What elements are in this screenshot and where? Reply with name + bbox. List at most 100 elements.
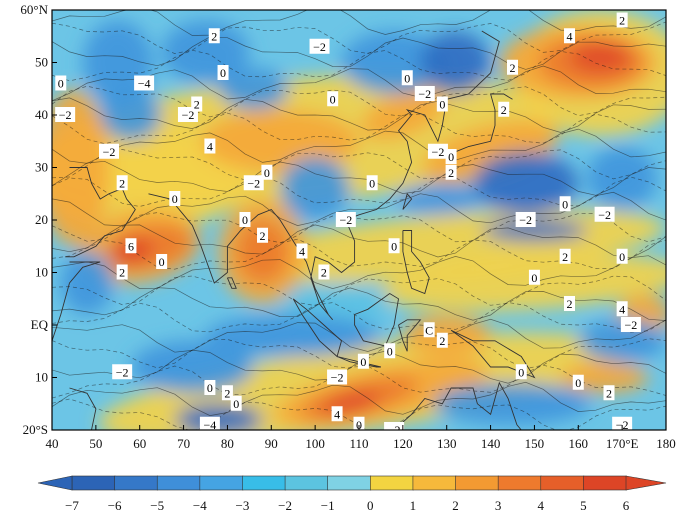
x-tick-label: 50 <box>89 436 102 451</box>
colorbar-swatch <box>412 475 457 491</box>
colorbar: −7 −6 −5 −4 −3 −2 −1 0 1 2 3 4 5 6 <box>37 475 667 513</box>
y-tick-label: 10 <box>35 370 48 385</box>
y-axis: 60°N 50 40 30 20 10 EQ 10 20°S <box>20 2 57 437</box>
contour-label: 0 <box>204 380 216 395</box>
svg-text:−2: −2 <box>331 371 344 385</box>
svg-text:6: 6 <box>128 239 134 253</box>
colorbar-label: −1 <box>321 498 335 513</box>
contour-label: 2 <box>445 164 457 180</box>
svg-text:0: 0 <box>404 71 410 85</box>
contour-label: 4 <box>564 28 576 44</box>
svg-text:−2: −2 <box>59 108 72 122</box>
coastline <box>354 292 399 347</box>
colorbar-swatch <box>370 475 414 491</box>
positive-contour <box>52 318 666 353</box>
x-tick-label: 110 <box>349 436 368 451</box>
svg-text:4: 4 <box>299 245 305 259</box>
colorbar-swatch <box>497 475 542 491</box>
colorbar-swatch <box>455 475 499 491</box>
svg-text:0: 0 <box>220 66 226 80</box>
contour-label: 4 <box>204 138 216 154</box>
anomaly-patch <box>280 157 351 220</box>
contour-label: 0 <box>388 238 400 254</box>
colorbar-label: −5 <box>150 498 164 513</box>
colorbar-label: 5 <box>580 498 587 513</box>
contour-label: 0 <box>616 248 628 264</box>
svg-text:−2: −2 <box>418 87 431 101</box>
colorbar-label: −2 <box>278 498 292 513</box>
svg-text:0: 0 <box>619 250 625 264</box>
contour-label: 0 <box>230 395 242 411</box>
colorbar-label: 4 <box>538 498 545 513</box>
colorbar-label: −7 <box>65 498 79 513</box>
contour-label: 2 <box>559 248 571 264</box>
contour-label: −2 <box>414 86 435 101</box>
x-tick-label: 100 <box>305 436 325 451</box>
svg-text:2: 2 <box>439 334 445 348</box>
contour-label: −2 <box>594 206 615 222</box>
anomaly-patch <box>100 88 162 142</box>
x-tick-label: 40 <box>46 436 59 451</box>
colorbar-label: 6 <box>623 498 630 513</box>
anomaly-patch <box>481 220 588 241</box>
contour-label: −2 <box>309 38 330 54</box>
svg-text:2: 2 <box>321 266 327 280</box>
svg-text:0: 0 <box>369 176 375 190</box>
svg-text:−2: −2 <box>388 423 401 437</box>
coastline <box>148 30 500 321</box>
anomaly-patch <box>60 251 114 315</box>
positive-contour <box>52 97 666 133</box>
contour-label: 0 <box>559 196 571 212</box>
coastline <box>336 356 382 368</box>
contour-label: −2 <box>384 422 405 437</box>
svg-text:2: 2 <box>562 250 568 264</box>
positive-contour <box>52 65 666 102</box>
colorbar-label: 2 <box>452 498 459 513</box>
coastline <box>398 319 422 352</box>
contour-label: 0 <box>156 254 168 269</box>
contour-label: 0 <box>572 374 584 390</box>
contour-label: 2 <box>191 96 203 112</box>
anomaly-patch <box>201 109 359 173</box>
contour-label: 6 <box>125 238 137 254</box>
contour-label: 0 <box>436 96 448 112</box>
positive-contour <box>52 10 666 36</box>
contour-label: 2 <box>564 296 576 311</box>
svg-text:−2: −2 <box>103 145 116 159</box>
svg-text:−2: −2 <box>432 145 445 159</box>
x-tick-label: 160 <box>569 436 589 451</box>
contour-label: 0 <box>445 149 457 164</box>
colorbar-label: 0 <box>367 498 374 513</box>
svg-text:−2: −2 <box>313 40 326 54</box>
coastline <box>226 277 237 289</box>
negative-contour <box>52 212 666 244</box>
svg-text:0: 0 <box>58 77 64 91</box>
anomaly-patch <box>578 319 666 362</box>
coastline <box>292 298 343 358</box>
x-tick-label: 150 <box>525 436 545 451</box>
svg-text:0: 0 <box>387 344 393 358</box>
svg-text:0: 0 <box>360 355 366 369</box>
colorbar-swatch <box>156 475 201 491</box>
contour-label: 0 <box>366 175 378 191</box>
contour-label: 0 <box>401 70 413 86</box>
coastline <box>402 192 413 210</box>
contour-label: −2 <box>99 143 120 159</box>
svg-text:0: 0 <box>391 239 397 253</box>
contour-label: 2 <box>221 385 233 401</box>
x-tick-label: 170°E <box>606 436 639 451</box>
contour-label: 2 <box>616 12 628 28</box>
x-tick-label: 70 <box>177 436 190 451</box>
svg-text:0: 0 <box>439 98 445 112</box>
colorbar-max-triangle <box>625 475 667 491</box>
svg-text:4: 4 <box>334 407 340 421</box>
x-tick-label: 140 <box>481 436 501 451</box>
contour-label: 0 <box>528 269 540 285</box>
svg-text:−4: −4 <box>203 418 216 432</box>
contour-label: 0 <box>357 353 369 369</box>
colorbar-label: −4 <box>193 498 207 513</box>
contour-label: −4 <box>199 416 220 432</box>
svg-text:2: 2 <box>567 297 573 311</box>
